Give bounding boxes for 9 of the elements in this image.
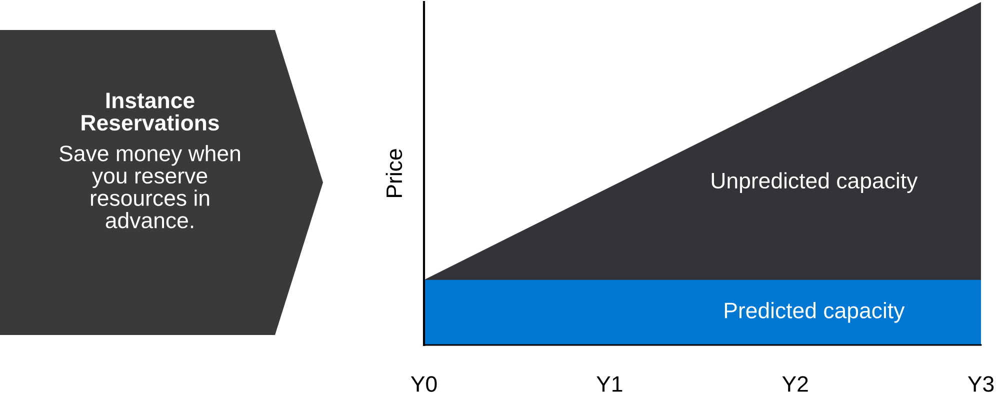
x-tick-label: Y1 xyxy=(596,376,622,392)
x-tick-label: Y2 xyxy=(782,376,808,392)
y-axis-title: Price xyxy=(386,149,402,197)
series-label: Unpredicted capacity xyxy=(712,172,918,193)
text: Save money when you reserve resources in advance. xyxy=(60,145,240,228)
x-tick-label: Y0 xyxy=(410,376,437,392)
x-tick-label: Y3 xyxy=(968,376,994,392)
series-label: Predicted capacity xyxy=(724,302,905,323)
text: Instance Reservations xyxy=(82,92,219,131)
